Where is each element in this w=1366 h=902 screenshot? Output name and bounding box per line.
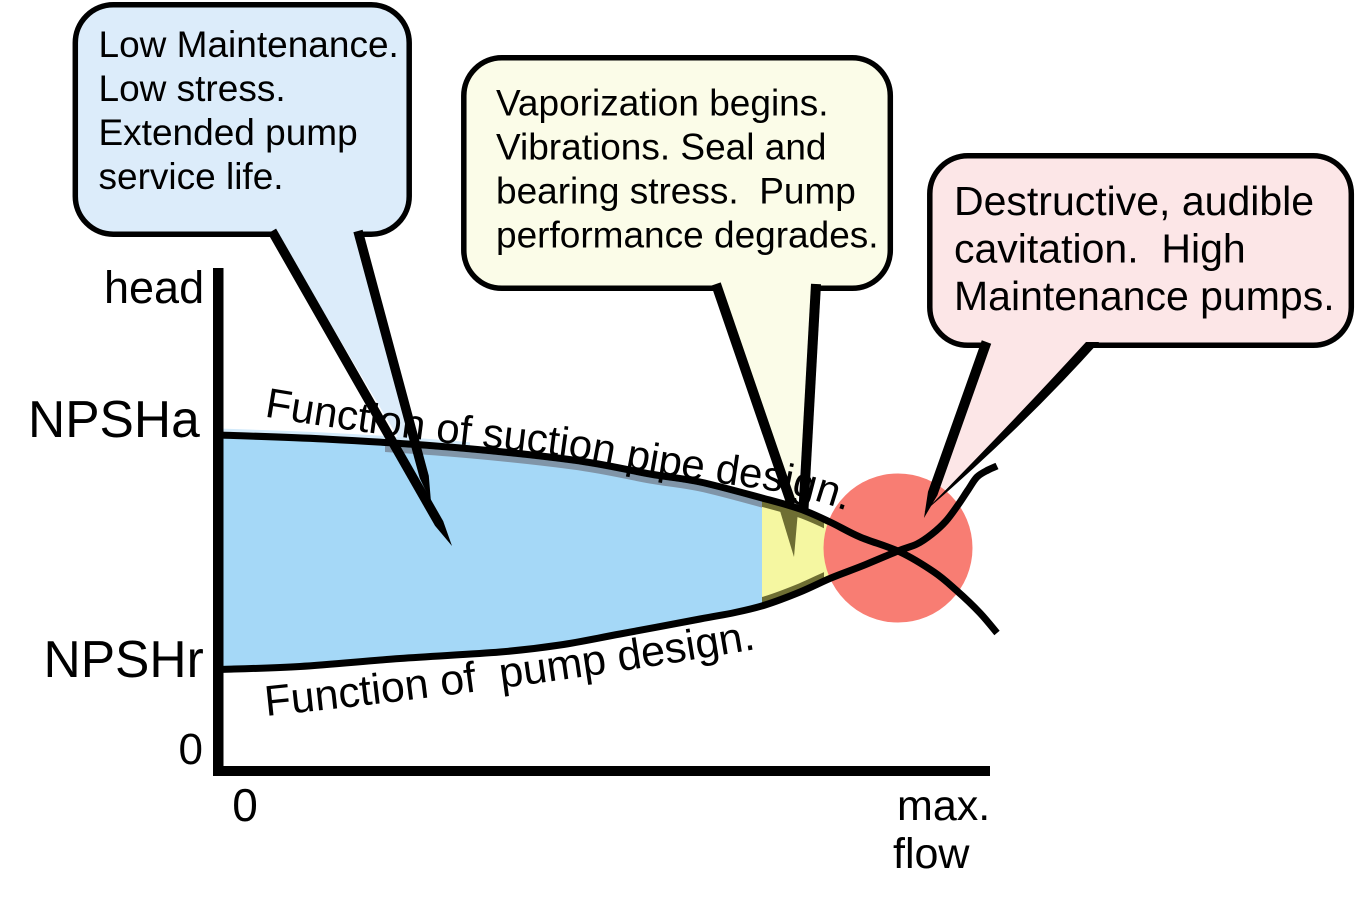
svg-text:cavitation. High: cavitation. High: [954, 226, 1246, 272]
svg-text:Low Maintenance.: Low Maintenance.: [99, 24, 399, 65]
svg-text:Maintenance pumps.: Maintenance pumps.: [954, 273, 1335, 319]
svg-text:Vibrations. Seal and: Vibrations. Seal and: [496, 127, 827, 168]
svg-text:performance degrades.: performance degrades.: [496, 215, 879, 256]
svg-text:flow: flow: [893, 830, 970, 878]
svg-text:max.: max.: [897, 782, 990, 830]
svg-text:Low stress.: Low stress.: [99, 68, 286, 109]
svg-text:NPSHa: NPSHa: [28, 390, 200, 448]
svg-text:bearing stress. Pump: bearing stress. Pump: [496, 171, 856, 212]
svg-text:service life.: service life.: [99, 156, 284, 197]
svg-text:head: head: [104, 262, 204, 313]
svg-text:NPSHr: NPSHr: [44, 630, 204, 688]
svg-text:Vaporization begins.: Vaporization begins.: [496, 83, 829, 124]
svg-text:0: 0: [232, 779, 258, 831]
svg-text:0: 0: [179, 725, 203, 774]
svg-text:Extended pump: Extended pump: [99, 112, 358, 153]
svg-text:Destructive, audible: Destructive, audible: [954, 178, 1314, 224]
